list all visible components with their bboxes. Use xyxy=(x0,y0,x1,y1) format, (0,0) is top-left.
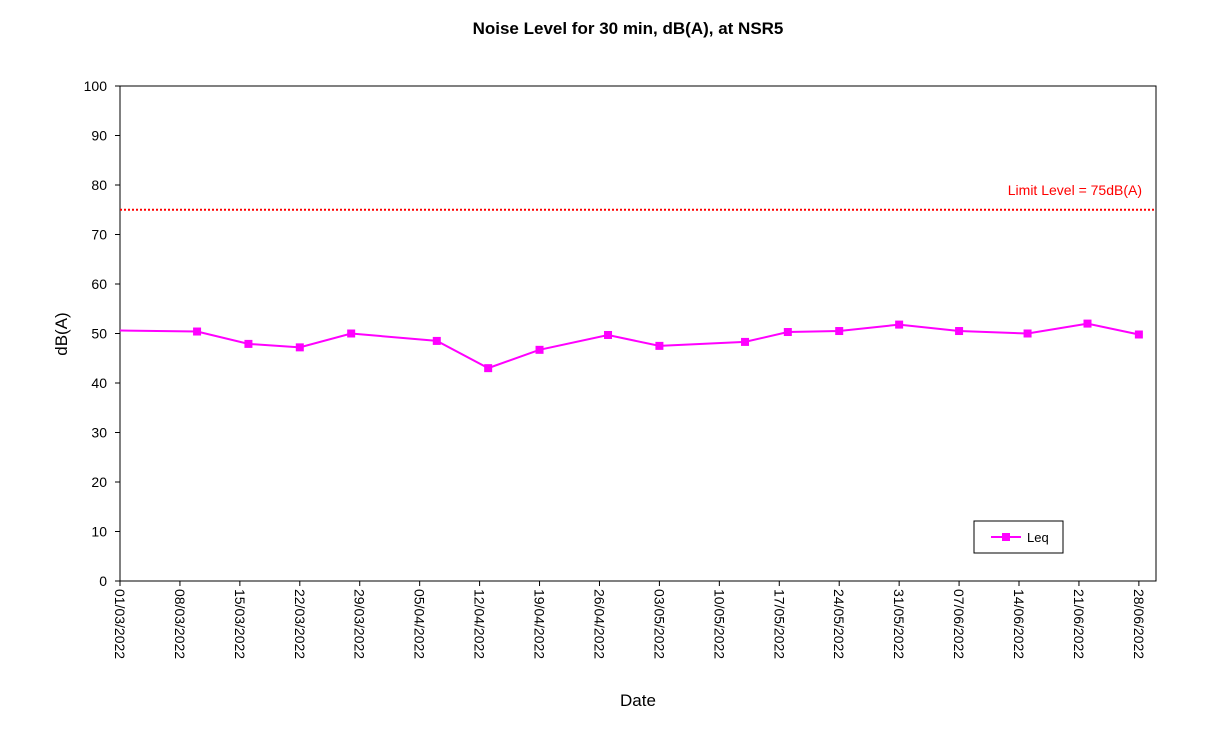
legend-label: Leq xyxy=(1027,530,1049,545)
data-point xyxy=(835,327,844,336)
x-tick-label: 12/04/2022 xyxy=(472,589,488,659)
data-point xyxy=(347,329,356,338)
x-tick-label: 28/06/2022 xyxy=(1131,589,1147,659)
chart-title: Noise Level for 30 min, dB(A), at NSR5 xyxy=(473,19,784,38)
data-point xyxy=(955,327,964,336)
reference-lines: Limit Level = 75dB(A) xyxy=(120,182,1156,211)
limit-label: Limit Level = 75dB(A) xyxy=(1008,182,1142,198)
x-tick-label: 01/03/2022 xyxy=(112,589,128,659)
y-tick-label: 0 xyxy=(99,573,107,589)
data-point xyxy=(535,345,544,354)
data-point xyxy=(655,341,664,350)
x-tick-label: 26/04/2022 xyxy=(591,589,607,659)
legend: Leq xyxy=(973,520,1064,554)
x-tick-label: 22/03/2022 xyxy=(292,589,308,659)
data-point xyxy=(193,327,202,336)
series-line xyxy=(119,322,1140,370)
x-tick-label: 21/06/2022 xyxy=(1071,589,1087,659)
plot-area xyxy=(119,85,1157,582)
data-point xyxy=(1134,330,1143,339)
y-axis: 0 10 20 30 40 50 60 70 80 90 100 xyxy=(84,78,120,589)
x-tick-label: 31/05/2022 xyxy=(891,589,907,659)
series-group xyxy=(119,319,1143,373)
x-tick-label: 10/05/2022 xyxy=(711,589,727,659)
legend-marker xyxy=(1002,533,1010,541)
data-point xyxy=(741,337,750,346)
y-tick-label: 60 xyxy=(91,276,107,292)
x-tick-label: 24/05/2022 xyxy=(831,589,847,659)
x-tick-label: 03/05/2022 xyxy=(651,589,667,659)
y-axis-title: dB(A) xyxy=(52,312,71,355)
data-point xyxy=(432,336,441,345)
x-tick-label: 29/03/2022 xyxy=(352,589,368,659)
data-point xyxy=(604,330,613,339)
x-tick-label: 14/06/2022 xyxy=(1011,589,1027,659)
y-tick-label: 20 xyxy=(91,474,107,490)
y-tick-label: 10 xyxy=(91,524,107,540)
y-tick-label: 80 xyxy=(91,177,107,193)
data-point xyxy=(484,364,493,373)
y-tick-label: 50 xyxy=(91,326,107,342)
x-axis-title: Date xyxy=(620,691,656,710)
y-tick-label: 70 xyxy=(91,227,107,243)
data-point xyxy=(1023,329,1032,338)
y-tick-label: 100 xyxy=(84,78,108,94)
x-tick-label: 08/03/2022 xyxy=(172,589,188,659)
y-tick-label: 30 xyxy=(91,425,107,441)
y-tick-label: 40 xyxy=(91,375,107,391)
y-tick-label: 90 xyxy=(91,128,107,144)
data-point xyxy=(244,339,253,348)
data-point xyxy=(295,343,304,352)
x-tick-label: 17/05/2022 xyxy=(771,589,787,659)
data-point xyxy=(783,328,792,337)
data-point xyxy=(895,320,904,329)
x-tick-label: 07/06/2022 xyxy=(951,589,967,659)
x-tick-label: 05/04/2022 xyxy=(412,589,428,659)
x-tick-label: 15/03/2022 xyxy=(232,589,248,659)
data-point xyxy=(1083,319,1092,328)
x-tick-label: 19/04/2022 xyxy=(532,589,548,659)
x-axis: 01/03/2022 08/03/2022 15/03/2022 22/03/2022… xyxy=(112,581,1147,659)
